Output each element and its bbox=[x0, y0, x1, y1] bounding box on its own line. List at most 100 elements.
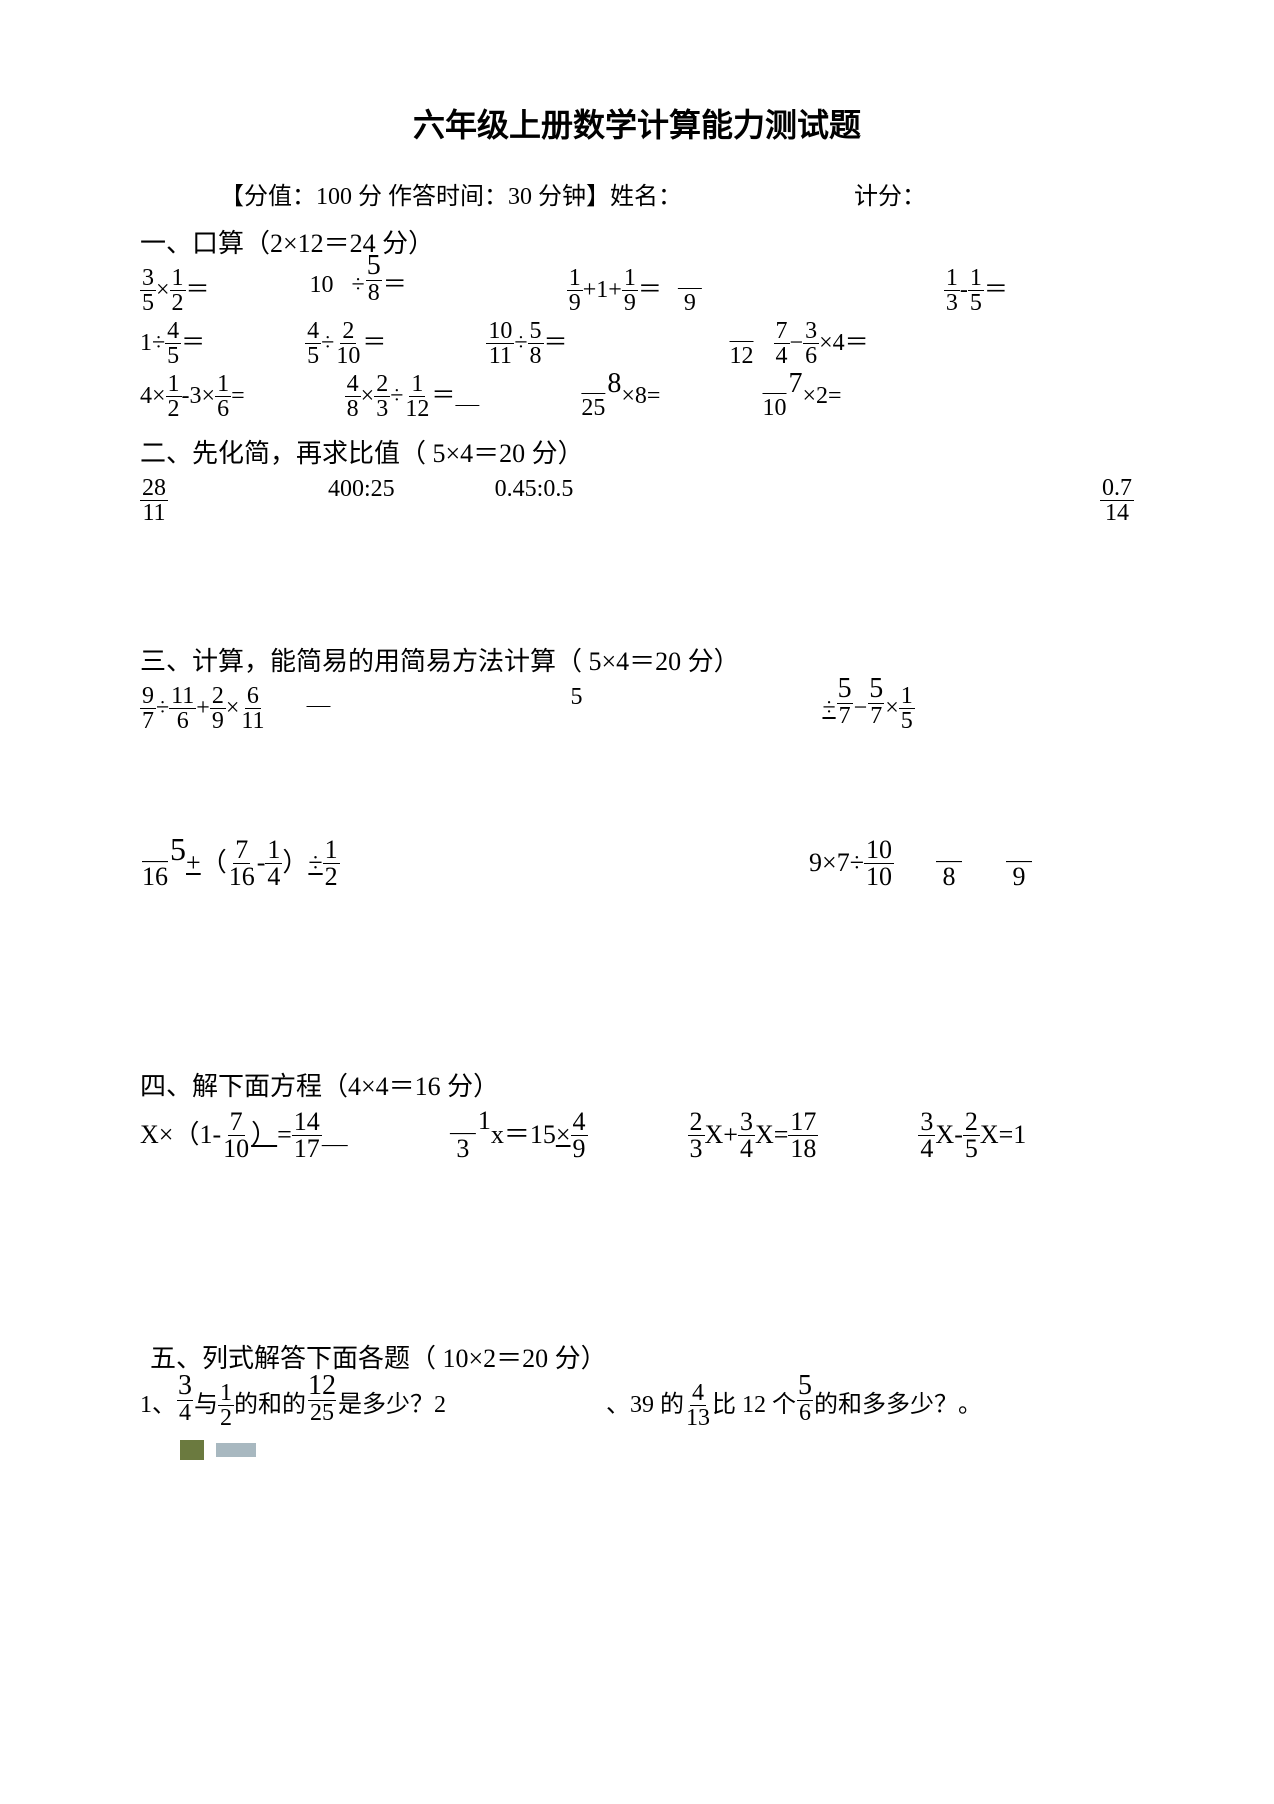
num: 1 bbox=[968, 266, 984, 291]
page-title: 六年级上册数学计算能力测试题 bbox=[140, 100, 1134, 146]
eq: ＝ bbox=[186, 277, 210, 303]
den: 10 bbox=[760, 396, 788, 420]
s3r1-a: 97 ÷ 116 + 29 × 611 bbox=[140, 684, 266, 733]
num: 2 bbox=[210, 684, 226, 709]
den: 8 bbox=[366, 280, 382, 305]
txt: ＿ bbox=[322, 1121, 348, 1150]
txt: 1、 bbox=[140, 1392, 176, 1418]
den: 2 bbox=[170, 291, 186, 315]
op: - bbox=[257, 849, 266, 878]
den: 9 bbox=[682, 291, 698, 315]
num: 11 bbox=[169, 684, 196, 709]
den: 25 bbox=[579, 396, 607, 420]
txt: ＿ bbox=[455, 383, 479, 409]
s1r3-a: 4 × 12 - 3 × 16 = bbox=[140, 372, 245, 421]
den: 4 bbox=[774, 344, 790, 368]
num: 6 bbox=[245, 684, 261, 709]
eq: ＝ bbox=[431, 383, 455, 409]
txt: x＝15 bbox=[491, 1121, 556, 1150]
num: 7 bbox=[233, 837, 250, 864]
s1r3-d: ＿10 7 × 2= bbox=[760, 372, 841, 420]
den: 10 bbox=[221, 1136, 251, 1162]
den: 9 bbox=[1010, 864, 1027, 890]
s4-row: X×（1- 710 ） = 1417 ＿ ＿3 1 x＝15 × 49 23 X… bbox=[140, 1109, 1134, 1162]
num: 4 bbox=[165, 319, 181, 344]
op: - bbox=[182, 383, 190, 409]
num: 5 bbox=[796, 1372, 814, 1400]
den: 9 bbox=[571, 1136, 588, 1162]
num: 2 bbox=[688, 1109, 705, 1136]
num: 7 bbox=[774, 319, 790, 344]
s1r1-a: 35 × 12 ＝ bbox=[140, 266, 210, 315]
op: × bbox=[202, 383, 216, 409]
den: 12 bbox=[403, 397, 431, 421]
den: 5 bbox=[899, 709, 915, 733]
txt: 1 bbox=[596, 277, 608, 303]
den: 9 bbox=[622, 291, 638, 315]
s1r2-a: 1 ÷ 45 ＝ bbox=[140, 319, 205, 368]
num: 1 bbox=[265, 837, 282, 864]
s3r2-b: 9 × 7 ÷ 1010 ＿8 ＿9 bbox=[809, 837, 1034, 890]
den: 8 bbox=[345, 397, 361, 421]
den: 5 bbox=[963, 1136, 980, 1162]
s1r3-b: 48 × 23 ÷ 112 ＝ ＿ bbox=[345, 372, 480, 421]
num: 3 bbox=[738, 1109, 755, 1136]
s1-row2: 1 ÷ 45 ＝ 45 ÷ 210 ＝ 1011 ÷ 58 ＝ ＿12 74 −… bbox=[140, 319, 1134, 368]
s1r2-d: ＿12 74 − 36 × 4 ＝ bbox=[728, 319, 869, 368]
s5-q1: 1、 34 与 12 的和的 1225 是多少？2 bbox=[140, 1381, 446, 1430]
s2-row: 2811 400:25 0.45:0.5 0.714 bbox=[140, 476, 1134, 525]
s1r1-d: 13 - 15 ＝ bbox=[944, 266, 1008, 315]
num: 5 bbox=[365, 252, 383, 280]
section5-head: 五、列式解答下面各题（ 10×2＝20 分） bbox=[140, 1338, 1134, 1375]
txt: X+ bbox=[705, 1121, 738, 1150]
op: + bbox=[196, 695, 210, 721]
s1r2-c: 1011 ÷ 58 ＝ bbox=[486, 319, 567, 368]
op: × bbox=[621, 383, 635, 409]
num: 1 bbox=[409, 372, 425, 397]
den: 6 bbox=[175, 709, 191, 733]
den: 4 bbox=[918, 1136, 935, 1162]
num: 1 bbox=[899, 684, 915, 709]
txt: X- bbox=[935, 1121, 962, 1150]
num: 3 bbox=[176, 1372, 194, 1400]
op: − bbox=[790, 330, 804, 356]
paren: ） bbox=[251, 1121, 277, 1150]
eq: ＝ bbox=[181, 330, 205, 356]
op: × bbox=[156, 277, 170, 303]
den: 5 bbox=[165, 344, 181, 368]
s1r1-c: 19 + 1 + 19 ＝ ＿9 bbox=[567, 266, 704, 315]
page: 六年级上册数学计算能力测试题 【分值：100 分 作答时间：30 分钟】姓名： … bbox=[0, 0, 1274, 1804]
sup: 8 bbox=[607, 369, 621, 400]
den: 16 bbox=[227, 864, 257, 890]
eq: ＝ bbox=[383, 272, 407, 298]
den: 5 bbox=[968, 291, 984, 315]
meta-name-label: 姓名： bbox=[610, 184, 682, 210]
op: × bbox=[819, 330, 833, 356]
num: 9 bbox=[140, 684, 156, 709]
s5-q2: 、39 的 413 比 12 个 56 的和多多少？。 bbox=[606, 1381, 982, 1430]
s3-row1: 97 ÷ 116 + 29 × 611 ＿ 5 ÷ 57 − 57 × 15 bbox=[140, 684, 1134, 733]
num: 4 bbox=[690, 1381, 706, 1406]
txt: 10 bbox=[310, 272, 334, 298]
sup: 1 bbox=[478, 1107, 491, 1136]
sup: 5 bbox=[170, 832, 186, 867]
meta-time: 30 bbox=[508, 184, 532, 210]
s4-a: X×（1- 710 ） = 1417 ＿ bbox=[140, 1109, 348, 1162]
txt: 与 bbox=[194, 1392, 218, 1418]
num: 5 bbox=[528, 319, 544, 344]
num: 7 bbox=[228, 1109, 245, 1136]
txt: 7 bbox=[837, 849, 850, 878]
op: ÷ bbox=[156, 695, 169, 721]
den: 5 bbox=[305, 344, 321, 368]
den: 6 bbox=[215, 397, 231, 421]
op: + bbox=[186, 849, 201, 878]
num: ＿ bbox=[140, 838, 170, 864]
section2-head: 二、先化简，再求比值（ 5×4＝20 分） bbox=[140, 433, 1134, 470]
meta-score: 100 bbox=[316, 184, 352, 210]
txt: 是多少？2 bbox=[338, 1392, 446, 1418]
txt: 的和多多少？。 bbox=[814, 1392, 982, 1418]
num: ＿ bbox=[1004, 838, 1034, 864]
s3r1-dash: ＿ bbox=[306, 684, 330, 710]
section3-head: 三、计算，能简易的用简易方法计算（ 5×4＝20 分） bbox=[140, 641, 1134, 678]
den: 4 bbox=[265, 864, 282, 890]
